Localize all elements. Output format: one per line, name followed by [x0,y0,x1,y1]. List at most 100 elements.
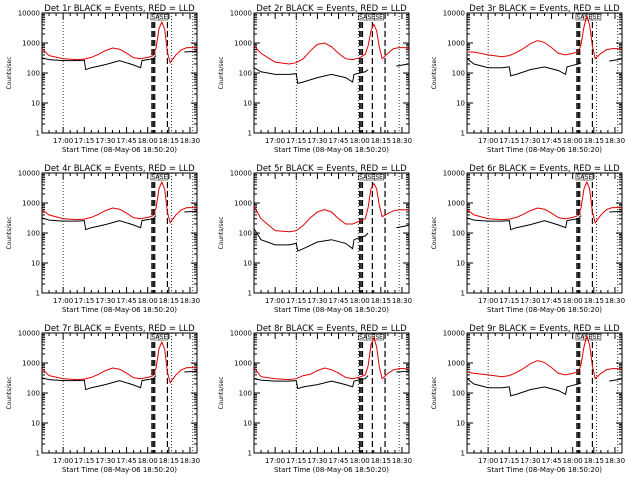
annotation-label: SE [375,174,383,181]
axis-frame [253,332,410,454]
x-tick-label: 17:30 [520,297,540,305]
y-tick-label: 10000 [443,10,465,18]
x-tick-label: 18:15 [371,137,391,145]
y-tick-label: 10000 [443,170,465,178]
x-tick-label: 17:30 [307,457,327,465]
y-tick-label: 1000 [234,200,252,208]
y-tick-label: 10 [456,100,465,108]
y-tick-label: 1 [461,450,465,458]
annotation-box [591,333,602,341]
y-tick-label: 1 [248,290,252,298]
x-axis-label: Start Time (08-May-06 18:50:20) [62,306,177,314]
y-tick-label: 1 [36,130,40,138]
annotation-box [591,13,602,21]
panel-det-2r: Det 2r BLACK = Events, RED = LLD 1 10 100 10… [218,4,412,154]
axis-frame [253,172,410,294]
x-tick-label: 17:15 [499,297,519,305]
panel-det-5r: Det 5r BLACK = Events, RED = LLD 1 10 100 10… [218,164,412,314]
y-tick-label: 10 [31,260,40,268]
x-axis-label: Start Time (08-May-06 18:50:20) [62,146,177,154]
annotation-box [158,333,169,341]
x-tick-label: 18:15 [371,297,391,305]
lld-series-line [466,334,623,380]
x-tick-label: 18:15 [584,457,604,465]
y-tick-label: 10 [456,260,465,268]
x-tick-label: 17:45 [116,457,136,465]
panel-det-4r: Det 4r BLACK = Events, RED = LLD 1 10 100 10… [6,164,200,314]
y-axis-label: Counts/sec [431,376,438,409]
x-tick-label: 18:00 [138,137,158,145]
panel-det-3r: Det 3r BLACK = Events, RED = LLD 1 10 100 10… [431,4,625,154]
x-tick-label: 17:15 [499,137,519,145]
lld-series-line [41,340,198,384]
panel-title: Det 5r BLACK = Events, RED = LLD [256,164,407,174]
annotation-box [158,173,169,181]
x-axis-label: Start Time (08-May-06 18:50:20) [487,306,602,314]
y-tick-label: 10 [31,420,40,428]
panel-det-1r: Det 1r BLACK = Events, RED = LLD 1 10 100 10… [6,4,200,154]
y-tick-label: 10000 [230,170,252,178]
x-tick-label: 17:30 [520,137,540,145]
y-tick-label: 100 [452,230,465,238]
x-tick-label: 18:00 [138,297,158,305]
annotation-box [158,13,169,21]
annotation-label: SE [367,14,375,21]
annotation-label: SA [359,334,368,341]
x-tick-label: 18:30 [392,137,412,145]
lld-series-line [253,336,410,381]
x-tick-label: 17:15 [286,137,306,145]
annotation-label: SE [160,14,168,21]
y-tick-label: 10 [243,260,252,268]
lld-series-line [253,182,410,233]
x-tick-label: 18:15 [159,297,179,305]
x-tick-label: 18:30 [180,137,200,145]
x-tick-label: 17:00 [265,457,285,465]
annotation-label: SA [576,334,585,341]
annotation-label: SE [160,174,168,181]
annotation-label: SA [359,174,368,181]
annotation-label: SE [593,334,601,341]
panel-title: Det 4r BLACK = Events, RED = LLD [44,164,195,174]
events-series-line [253,63,410,85]
annotation-label: SE [367,334,375,341]
annotation-label: SE [375,334,383,341]
y-axis-label: Counts/sec [218,56,225,89]
x-tick-label: 18:30 [180,457,200,465]
annotation-label: SA [359,14,368,21]
panel-title: Det 9r BLACK = Events, RED = LLD [469,324,620,334]
x-tick-label: 18:00 [563,457,583,465]
panel-title: Det 7r BLACK = Events, RED = LLD [44,324,195,334]
x-tick-label: 17:15 [74,137,94,145]
x-tick-label: 17:00 [478,137,498,145]
y-tick-label: 1000 [234,40,252,48]
y-tick-label: 100 [239,70,252,78]
axis-frame [41,172,198,294]
events-series-line [466,378,623,397]
events-series-line [253,370,410,390]
events-series-line [41,370,198,391]
panel-det-9r: Det 9r BLACK = Events, RED = LLD 1 10 100 10… [431,324,625,474]
annotation-label: SE [367,174,375,181]
y-axis-label: Counts/sec [218,216,225,249]
x-tick-label: 18:30 [392,297,412,305]
x-tick-label: 17:15 [286,457,306,465]
y-tick-label: 1000 [22,360,40,368]
panel-title: Det 2r BLACK = Events, RED = LLD [256,4,407,14]
x-tick-label: 17:00 [265,137,285,145]
y-tick-label: 1000 [447,200,465,208]
lld-series-line [41,180,198,224]
x-tick-label: 17:30 [520,457,540,465]
y-tick-label: 1000 [447,40,465,48]
x-tick-label: 17:00 [53,137,73,145]
annotation-label: SE [593,14,601,21]
panel-det-8r: Det 8r BLACK = Events, RED = LLD 1 10 100 10… [218,324,412,474]
x-tick-label: 17:15 [74,297,94,305]
x-tick-label: 18:30 [605,297,625,305]
x-axis-label: Start Time (08-May-06 18:50:20) [487,466,602,474]
y-tick-label: 100 [27,390,40,398]
x-tick-label: 17:30 [307,137,327,145]
y-tick-label: 10000 [443,330,465,338]
annotation-label: SA [576,174,585,181]
annotation-label: SA [151,14,160,21]
y-tick-label: 100 [27,230,40,238]
